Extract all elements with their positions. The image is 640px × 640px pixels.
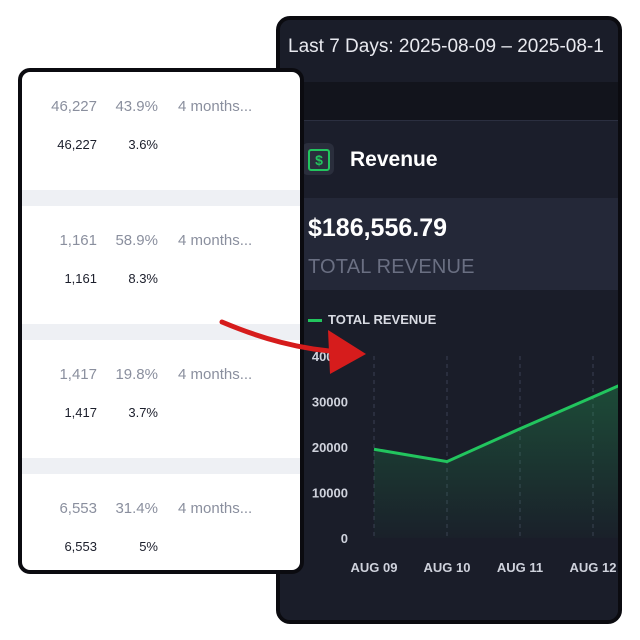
primary-metrics: 6,553 31.4% 4 months...	[22, 500, 300, 520]
y-tick-label: 20000	[312, 440, 348, 455]
revenue-chart: TOTAL REVENUE 40000 30000 20000 10000 0 AUG …	[280, 290, 618, 620]
primary-metrics: 46,227 43.9% 4 months...	[22, 98, 300, 118]
sub-count: 1,417	[64, 405, 97, 420]
y-tick-label: 40000	[312, 349, 348, 364]
metrics-list-card: 46,227 43.9% 4 months... 46,227 3.6% 1,161 58.…	[18, 68, 304, 574]
x-tick-label: AUG 10	[424, 560, 471, 575]
y-tick-label: 10000	[312, 486, 348, 501]
secondary-metrics: 46,227 3.6%	[22, 137, 300, 157]
y-tick-label: 0	[341, 531, 348, 546]
sub-count: 46,227	[57, 137, 97, 152]
list-item[interactable]: 1,161 58.9% 4 months... 1,161 8.3%	[22, 206, 300, 324]
secondary-metrics: 6,553 5%	[22, 539, 300, 559]
event-percent: 58.9%	[115, 232, 158, 249]
primary-metrics: 1,417 19.8% 4 months...	[22, 366, 300, 386]
x-tick-label: AUG 11	[497, 560, 543, 575]
row-divider	[22, 190, 300, 206]
revenue-title: Revenue	[350, 148, 438, 171]
dollar-sign-icon: $	[308, 149, 330, 171]
row-divider	[22, 458, 300, 474]
event-percent: 19.8%	[115, 366, 158, 383]
list-item[interactable]: 6,553 31.4% 4 months... 6,553 5%	[22, 474, 300, 570]
last-seen: 4 months...	[178, 366, 253, 383]
sub-percent: 3.6%	[128, 137, 158, 152]
event-count: 1,161	[59, 232, 97, 249]
secondary-metrics: 1,417 3.7%	[22, 405, 300, 425]
revenue-header: $ Revenue	[280, 120, 618, 199]
event-percent: 43.9%	[115, 98, 158, 115]
y-tick-label: 30000	[312, 395, 348, 410]
x-tick-label: AUG 12	[570, 560, 617, 575]
sub-count: 1,161	[64, 271, 97, 286]
series-line-total-revenue[interactable]	[373, 383, 622, 464]
revenue-icon-container: $	[302, 143, 334, 175]
event-count: 6,553	[59, 500, 97, 517]
sub-percent: 8.3%	[128, 271, 158, 286]
total-revenue-label: TOTAL REVENUE	[308, 256, 475, 278]
event-percent: 31.4%	[115, 500, 158, 517]
series-area-fill	[374, 386, 618, 538]
list-item[interactable]: 1,417 19.8% 4 months... 1,417 3.7%	[22, 340, 300, 458]
revenue-dashboard-panel: Last 7 Days: 2025-08-09 – 2025-08-1 $ Re…	[276, 16, 622, 624]
sub-count: 6,553	[64, 539, 97, 554]
toolbar-strip	[280, 82, 618, 120]
last-seen: 4 months...	[178, 500, 253, 517]
total-revenue-card: $186,556.79 TOTAL REVENUE	[280, 198, 618, 290]
primary-metrics: 1,161 58.9% 4 months...	[22, 232, 300, 252]
total-revenue-value: $186,556.79	[308, 214, 448, 242]
x-tick-label: AUG 09	[351, 560, 398, 575]
revenue-chart-svg: 40000 30000 20000 10000 0 AUG 09 AUG 10 AUG 11…	[312, 349, 622, 575]
sub-percent: 5%	[139, 539, 158, 554]
legend-label: TOTAL REVENUE	[328, 312, 437, 327]
event-count: 1,417	[59, 366, 97, 383]
last-seen: 4 months...	[178, 232, 253, 249]
row-divider	[22, 324, 300, 340]
last-seen: 4 months...	[178, 98, 253, 115]
date-range-label: Last 7 Days: 2025-08-09 – 2025-08-1	[288, 36, 604, 57]
secondary-metrics: 1,161 8.3%	[22, 271, 300, 291]
list-item[interactable]: 46,227 43.9% 4 months... 46,227 3.6%	[22, 72, 300, 190]
sub-percent: 3.7%	[128, 405, 158, 420]
event-count: 46,227	[51, 98, 97, 115]
date-range-bar[interactable]: Last 7 Days: 2025-08-09 – 2025-08-1	[280, 20, 618, 83]
